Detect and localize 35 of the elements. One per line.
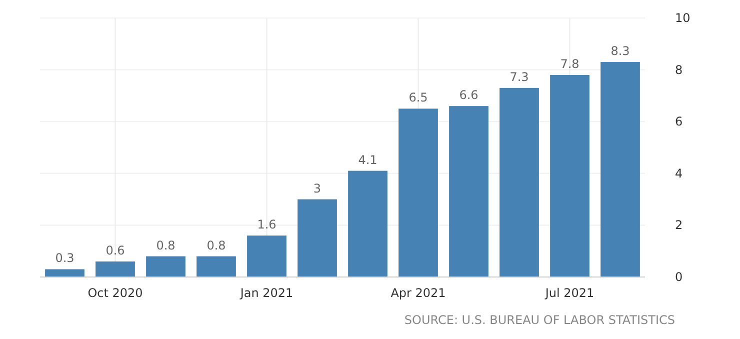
y-tick-label: 2 xyxy=(675,218,683,232)
data-label: 6.5 xyxy=(408,90,428,105)
bar xyxy=(96,261,135,277)
data-label: 0.3 xyxy=(55,251,74,266)
y-tick-label: 10 xyxy=(675,11,690,25)
data-label: 7.3 xyxy=(510,70,529,84)
bar xyxy=(398,108,438,277)
bar xyxy=(348,170,388,277)
data-label: 6.6 xyxy=(459,88,478,102)
y-tick-label: 6 xyxy=(675,114,683,129)
source-note: SOURCE: U.S. BUREAU OF LABOR STATISTICS xyxy=(404,313,675,327)
data-label: 0.6 xyxy=(106,243,125,258)
data-label: 0.8 xyxy=(206,238,226,252)
x-tick-label: Jan 2021 xyxy=(239,286,294,300)
data-label: 8.3 xyxy=(610,44,630,58)
bar xyxy=(196,256,236,277)
x-tick-label: Oct 2020 xyxy=(88,286,143,300)
y-tick-label: 4 xyxy=(675,166,683,180)
y-tick-label: 0 xyxy=(675,270,683,284)
bar xyxy=(500,88,539,277)
bar xyxy=(45,269,84,277)
data-label: 0.8 xyxy=(156,238,176,252)
data-label: 1.6 xyxy=(257,218,276,232)
bar xyxy=(600,62,640,277)
bar xyxy=(247,236,286,277)
data-label: 4.1 xyxy=(358,152,378,167)
bar xyxy=(298,199,337,277)
bar xyxy=(146,256,186,277)
bar xyxy=(550,74,590,277)
data-label: 7.8 xyxy=(560,56,580,71)
x-tick-label: Jul 2021 xyxy=(544,286,594,300)
x-tick-label: Apr 2021 xyxy=(390,286,446,300)
y-tick-label: 8 xyxy=(675,62,683,77)
bar xyxy=(449,106,488,277)
data-label: 3 xyxy=(313,181,322,196)
